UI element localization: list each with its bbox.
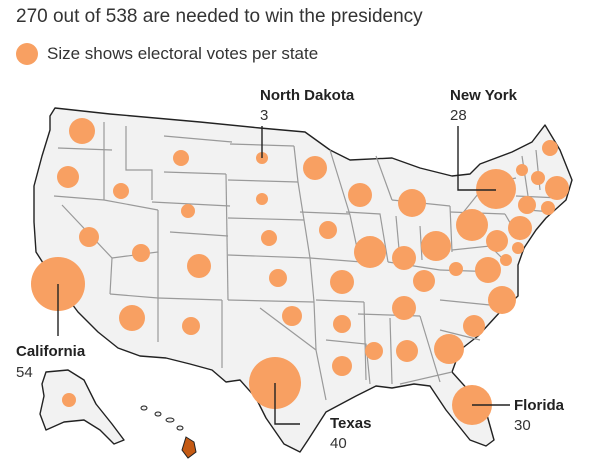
- bubble-NV: [79, 227, 99, 247]
- state-borders: [53, 122, 561, 401]
- bubble-SD: [256, 193, 268, 205]
- leader-new-york: [457, 126, 496, 191]
- bubble-NJ: [508, 216, 532, 240]
- bubble-NE: [261, 230, 277, 246]
- bubble-PA: [456, 209, 488, 241]
- callout-texas: Texas 40: [330, 415, 371, 452]
- bubble-AR: [333, 315, 351, 333]
- callout-north-dakota: North Dakota 3: [260, 87, 355, 124]
- legend-text: Size shows electoral votes per state: [47, 44, 319, 63]
- callout-florida: Florida 30: [514, 397, 565, 434]
- bubble-MN: [303, 156, 327, 180]
- callout-california: California 54: [16, 343, 86, 381]
- bubble-ID: [113, 183, 129, 199]
- callout-north-dakota-votes: 3: [260, 107, 268, 124]
- callout-texas-name: Texas: [330, 415, 371, 432]
- bubble-MO: [330, 270, 354, 294]
- bubble-MS: [365, 342, 383, 360]
- bubble-KS: [269, 269, 287, 287]
- legend-circle-icon: [16, 43, 38, 65]
- bubble-RI: [541, 201, 555, 215]
- bubble-WV: [449, 262, 463, 276]
- bubble-AZ: [119, 305, 145, 331]
- bubble-MI: [398, 189, 426, 217]
- legend: Size shows electoral votes per state: [16, 43, 318, 65]
- contiguous-us-outline: [33, 107, 573, 453]
- bubble-NH: [531, 171, 545, 185]
- bubble-TN: [392, 296, 416, 320]
- bubble-NM: [182, 317, 200, 335]
- callout-new-york: New York 28: [450, 87, 518, 124]
- bubble-AK: [62, 393, 76, 407]
- bubble-NY: [476, 169, 516, 209]
- bubbles: [31, 118, 569, 425]
- bubble-WY: [181, 204, 195, 218]
- callout-california-votes: 54: [16, 364, 33, 381]
- callout-california-name: California: [16, 343, 86, 360]
- callout-texas-votes: 40: [330, 435, 347, 452]
- bubble-NC: [488, 286, 516, 314]
- callout-new-york-votes: 28: [450, 107, 467, 124]
- bubble-ME: [542, 140, 558, 156]
- bubble-OR: [57, 166, 79, 188]
- bubble-AL: [396, 340, 418, 362]
- callout-north-dakota-name: North Dakota: [260, 87, 355, 104]
- callout-florida-votes: 30: [514, 417, 531, 434]
- bubble-OH: [421, 231, 451, 261]
- bubble-IA: [319, 221, 337, 239]
- hawaii-islands: [140, 405, 197, 459]
- bubble-GA: [434, 334, 464, 364]
- bubble-MT: [173, 150, 189, 166]
- callout-new-york-name: New York: [450, 87, 518, 104]
- leader-lines: [57, 126, 510, 425]
- bubble-MA: [545, 176, 569, 200]
- bubble-WI: [348, 183, 372, 207]
- bubble-KY: [413, 270, 435, 292]
- bubble-IL: [354, 236, 386, 268]
- bubble-DC: [500, 254, 512, 266]
- callout-florida-name: Florida: [514, 397, 565, 414]
- chart-title: 270 out of 538 are needed to win the pre…: [16, 6, 423, 27]
- bubble-CO: [187, 254, 211, 278]
- bubble-VT: [516, 164, 528, 176]
- bubble-SC: [463, 315, 485, 337]
- leader-texas: [274, 383, 300, 425]
- bubble-UT: [132, 244, 150, 262]
- bubble-VA: [475, 257, 501, 283]
- bubble-DE: [512, 242, 524, 254]
- alaska-outline: [39, 369, 125, 445]
- bubble-OK: [282, 306, 302, 326]
- bubble-MD: [486, 230, 508, 252]
- bubble-WA: [69, 118, 95, 144]
- bubble-LA: [332, 356, 352, 376]
- bubble-CT: [518, 196, 536, 214]
- bubble-IN: [392, 246, 416, 270]
